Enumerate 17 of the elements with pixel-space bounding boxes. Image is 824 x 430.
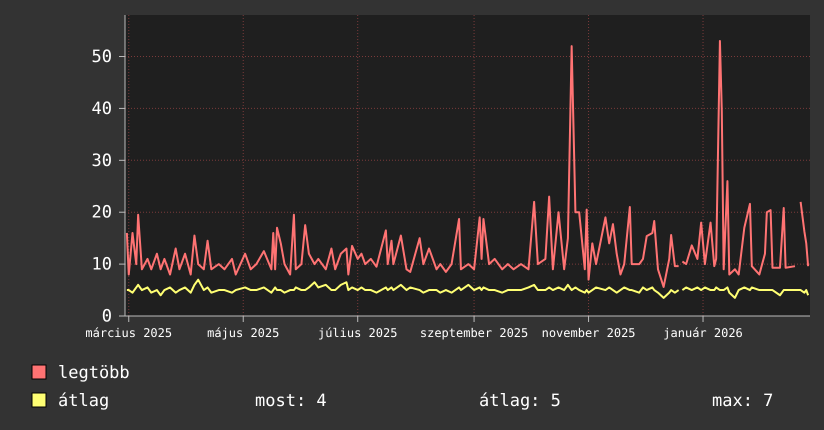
x-tick-label: március 2025 — [85, 326, 172, 340]
y-tick-label: 50 — [92, 46, 112, 67]
x-tick-label: január 2026 — [663, 326, 743, 340]
x-tick-label: május 2025 — [207, 326, 280, 340]
legend-label: legtöbb — [58, 363, 130, 383]
text: max: 7 — [712, 391, 774, 411]
x-tick-label: november 2025 — [542, 326, 636, 340]
y-tick-label: 0 — [102, 306, 112, 326]
text: most: 4 — [255, 391, 327, 411]
text: átlag: 5 — [479, 391, 561, 411]
legend-label: átlag — [58, 391, 110, 411]
x-tick-label: szeptember 2025 — [420, 326, 528, 340]
y-tick-label: 40 — [92, 98, 112, 119]
y-tick-label: 30 — [92, 150, 112, 171]
y-tick-label: 20 — [92, 202, 112, 223]
y-tick-label: 10 — [92, 254, 112, 275]
x-tick-label: július 2025 — [318, 326, 398, 340]
